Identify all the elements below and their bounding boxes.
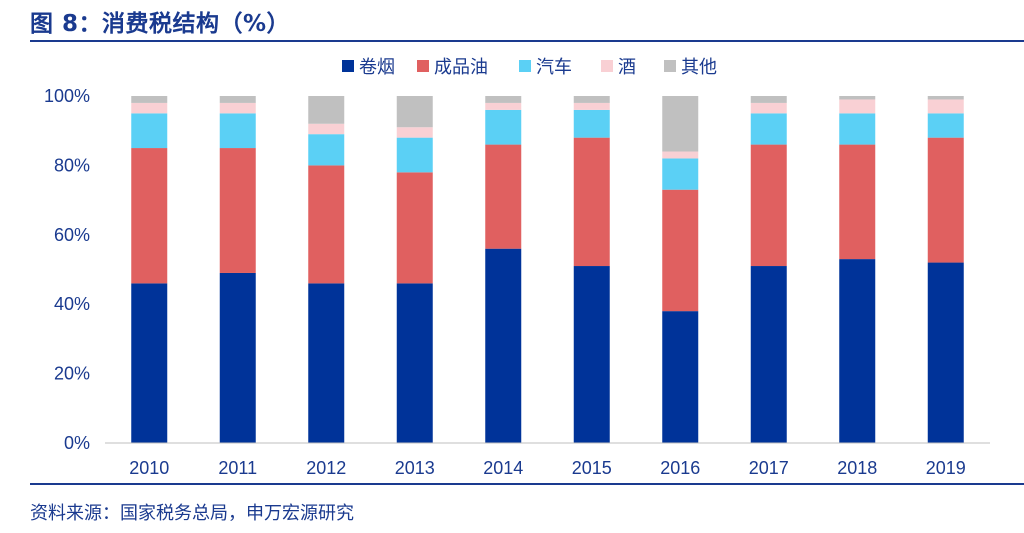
bar-segment xyxy=(396,127,433,138)
legend: 卷烟 成品油 汽车 酒 其他 xyxy=(342,57,717,78)
y-tick-label: 80% xyxy=(54,155,90,175)
x-tick-label: 2010 xyxy=(129,458,169,478)
bar-segment xyxy=(927,137,964,263)
bar-segment xyxy=(485,109,522,145)
bar-segment xyxy=(219,102,256,114)
bar-segment xyxy=(308,96,345,124)
y-tick-label: 20% xyxy=(54,364,90,384)
x-tick-label: 2015 xyxy=(572,458,612,478)
bar-segment xyxy=(396,96,433,128)
bar-stack-2017 xyxy=(750,96,787,443)
x-tick-label: 2011 xyxy=(218,458,257,478)
bar-segment xyxy=(662,189,699,312)
bar-segment xyxy=(308,134,345,166)
x-tick-label: 2018 xyxy=(837,458,877,478)
bar-segment xyxy=(131,96,168,103)
bar-segment xyxy=(219,148,256,273)
chart-title: 图 8：消费税结构（%） xyxy=(30,11,291,37)
source-note: 资料来源：国家税务总局，申万宏源研究 xyxy=(30,503,354,524)
bars xyxy=(131,96,964,443)
bar-segment xyxy=(219,96,256,103)
y-tick-label: 0% xyxy=(64,433,90,453)
bar-segment xyxy=(485,144,522,249)
bar-segment xyxy=(750,144,787,267)
bar-segment xyxy=(131,283,168,443)
bar-segment xyxy=(662,158,699,190)
bar-segment xyxy=(485,102,522,110)
bar-segment xyxy=(131,148,168,284)
y-axis: 0% 20% 40% 60% 80% 100% xyxy=(44,86,90,453)
bar-stack-2018 xyxy=(839,96,876,443)
bar-segment xyxy=(927,113,964,138)
legend-label: 卷烟 xyxy=(359,57,395,78)
x-tick-label: 2014 xyxy=(483,458,523,478)
x-axis: 2010 2011 2012 2013 2014 2015 2016 2017 2018 2019 xyxy=(105,442,990,478)
bar-stack-2012 xyxy=(308,96,345,443)
source-divider xyxy=(30,483,1024,485)
bar-segment xyxy=(485,96,522,103)
bar-segment xyxy=(839,96,876,100)
bar-segment xyxy=(573,96,610,103)
bar-segment xyxy=(662,151,699,159)
bar-segment xyxy=(219,113,256,149)
bar-segment xyxy=(750,96,787,103)
bar-stack-2011 xyxy=(219,96,256,443)
bar-segment xyxy=(662,311,699,443)
bar-segment xyxy=(927,262,964,443)
bar-segment xyxy=(927,99,964,114)
bar-segment xyxy=(485,248,522,443)
bar-stack-2019 xyxy=(927,96,964,443)
bar-stack-2014 xyxy=(485,96,522,443)
bar-segment xyxy=(573,266,610,443)
y-tick-label: 60% xyxy=(54,225,90,245)
bar-segment xyxy=(839,113,876,145)
bar-segment xyxy=(308,165,345,284)
legend-swatch xyxy=(519,60,531,72)
bar-segment xyxy=(839,259,876,443)
x-tick-label: 2019 xyxy=(926,458,966,478)
x-tick-label: 2016 xyxy=(660,458,700,478)
bar-segment xyxy=(662,96,699,152)
bar-segment xyxy=(927,96,964,100)
bar-segment xyxy=(750,266,787,443)
bar-segment xyxy=(308,123,345,135)
bar-stack-2016 xyxy=(662,96,699,443)
bar-stack-2015 xyxy=(573,96,610,443)
bar-segment xyxy=(573,137,610,267)
bar-segment xyxy=(573,102,610,110)
x-tick-label: 2017 xyxy=(749,458,789,478)
legend-swatch xyxy=(417,60,429,72)
bar-segment xyxy=(131,102,168,114)
x-tick-label: 2012 xyxy=(306,458,346,478)
bar-segment xyxy=(396,283,433,443)
bar-segment xyxy=(750,102,787,114)
bar-segment xyxy=(839,99,876,114)
bar-segment xyxy=(308,283,345,443)
bar-segment xyxy=(573,109,610,138)
legend-label: 成品油 xyxy=(434,57,488,78)
y-tick-label: 40% xyxy=(54,294,90,314)
bar-segment xyxy=(396,172,433,284)
legend-swatch xyxy=(342,60,354,72)
bar-stack-2010 xyxy=(131,96,168,443)
legend-label: 汽车 xyxy=(536,57,572,78)
x-tick-label: 2013 xyxy=(395,458,435,478)
title-divider xyxy=(30,40,1024,42)
legend-swatch xyxy=(601,60,613,72)
y-tick-label: 100% xyxy=(44,86,90,106)
bar-segment xyxy=(219,272,256,443)
legend-label: 酒 xyxy=(618,57,636,78)
bar-segment xyxy=(839,144,876,260)
bar-segment xyxy=(396,137,433,173)
bar-segment xyxy=(131,113,168,149)
bar-stack-2013 xyxy=(396,96,433,443)
legend-label: 其他 xyxy=(681,57,717,78)
legend-swatch xyxy=(664,60,676,72)
bar-segment xyxy=(750,113,787,145)
